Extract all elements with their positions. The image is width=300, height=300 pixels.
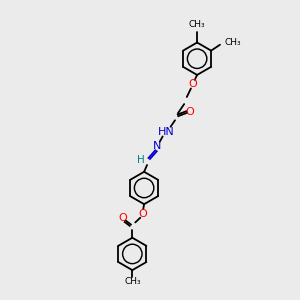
Text: CH₃: CH₃: [189, 20, 206, 29]
Text: CH₃: CH₃: [124, 277, 141, 286]
Text: CH₃: CH₃: [224, 38, 241, 47]
Text: N: N: [153, 141, 161, 151]
Text: O: O: [138, 208, 147, 219]
Text: H: H: [137, 155, 145, 165]
Text: O: O: [188, 79, 197, 89]
Text: HN: HN: [158, 127, 175, 137]
Text: O: O: [118, 213, 127, 223]
Text: O: O: [185, 107, 194, 117]
